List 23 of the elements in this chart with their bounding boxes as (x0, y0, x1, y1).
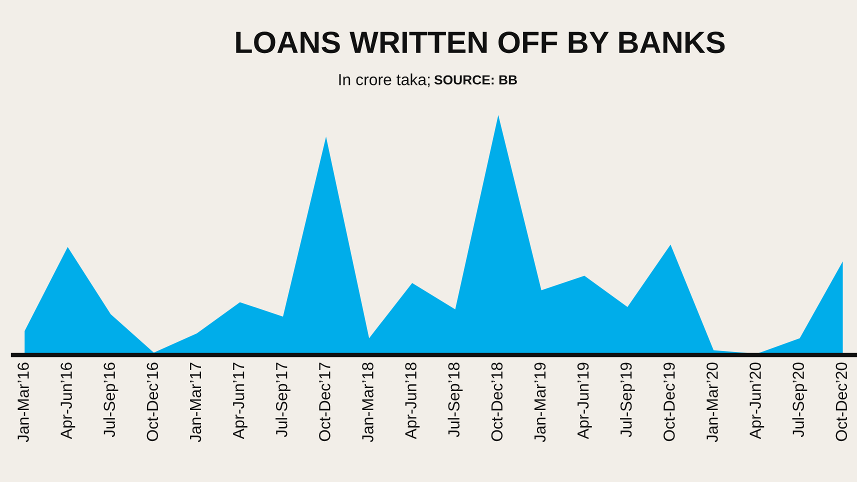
x-tick-label: Jul-Sep’19 (620, 362, 635, 438)
x-tick-label: Jan-Mar’17 (190, 362, 202, 442)
x-tick-label: Oct-Dec’18 (491, 362, 503, 442)
x-tick-label: Apr-Jun’18 (405, 362, 420, 440)
x-tick-label: Oct-Dec’20 (836, 362, 848, 442)
x-tick-label: Apr-Jun’19 (577, 362, 592, 440)
x-tick-label: Jan-Mar’19 (534, 362, 546, 442)
chart-subtitle: In crore taka; (339, 74, 430, 88)
x-tick-label: Oct-Dec’19 (664, 362, 675, 442)
x-tick-label: Jul-Sep’17 (276, 362, 290, 438)
x-tick-label: Jul-Sep’18 (448, 362, 463, 438)
x-tick-label: Jul-Sep’16 (103, 362, 118, 438)
x-tick-label: Jan-Mar’18 (362, 362, 374, 442)
x-tick-label: Jan-Mar’16 (18, 362, 29, 442)
x-tick-label: Apr-Jun’17 (233, 362, 248, 440)
source-note: SOURCE: BB (434, 75, 517, 85)
x-tick-label: Jul-Sep’20 (792, 362, 808, 438)
x-tick-label: Apr-Jun’16 (60, 362, 76, 440)
x-tick-label: Oct-Dec’16 (146, 362, 158, 442)
x-tick-label: Oct-Dec’17 (319, 362, 330, 442)
chart-title: LOANS WRITTEN OFF BY BANKS (236, 32, 725, 54)
x-tick-label: Apr-Jun’20 (750, 362, 764, 440)
x-tick-label: Jan-Mar’20 (706, 362, 718, 442)
